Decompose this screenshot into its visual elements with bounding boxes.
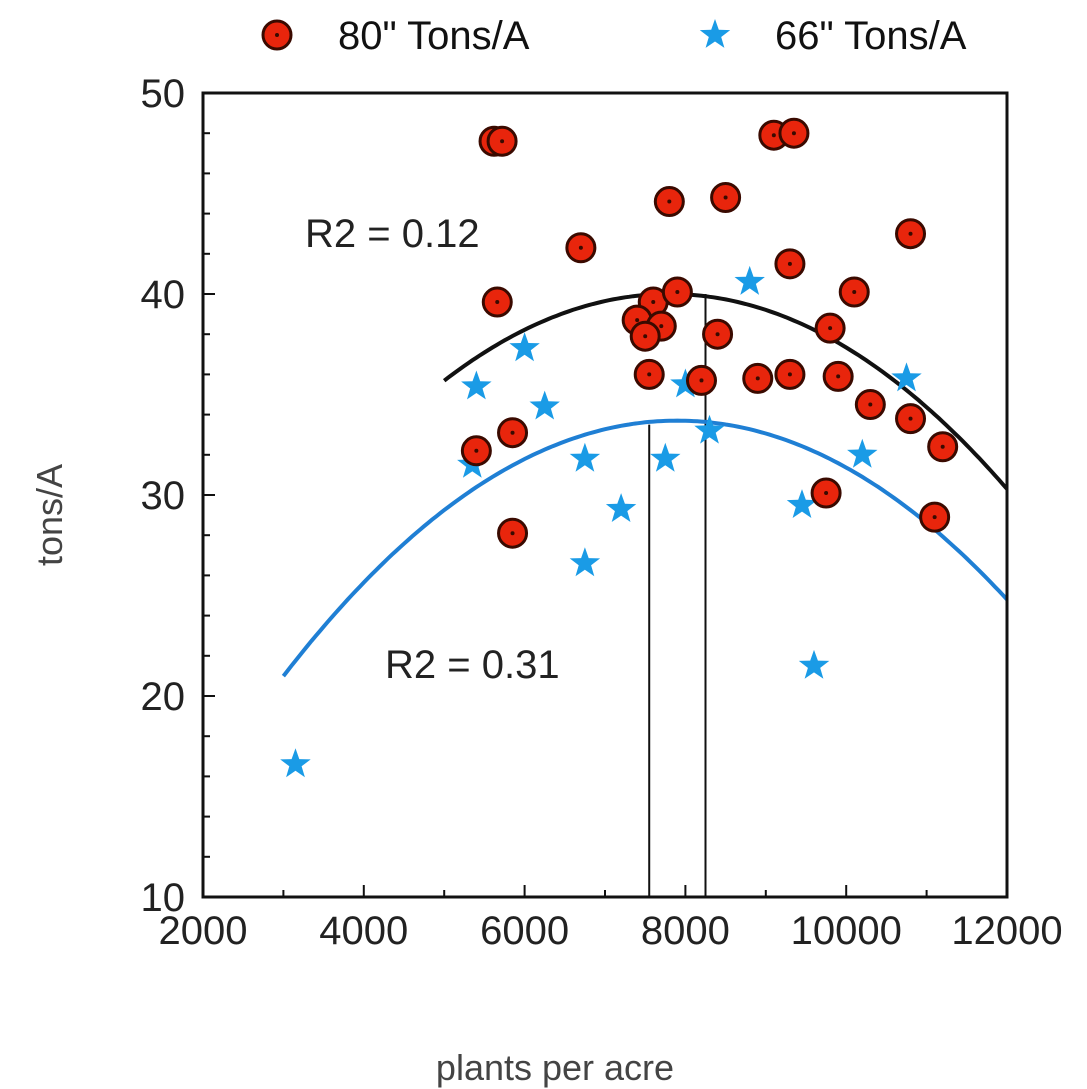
y-tick-label: 10 xyxy=(141,876,186,920)
point-80in xyxy=(774,248,806,280)
y-tick-label: 40 xyxy=(141,273,186,317)
point-80in xyxy=(486,125,518,157)
point-80in xyxy=(661,276,693,308)
point-66in xyxy=(694,414,725,444)
point-80in xyxy=(822,360,854,392)
point-66in xyxy=(529,390,560,420)
point-66in xyxy=(569,442,601,472)
point-80in xyxy=(497,417,529,449)
point-80in xyxy=(927,431,959,463)
point-66in xyxy=(461,370,492,400)
point-66in xyxy=(891,362,922,392)
legend-marker-66in xyxy=(699,19,731,48)
x-tick-label: 10000 xyxy=(791,909,902,953)
point-80in xyxy=(565,232,597,264)
point-66in xyxy=(280,748,311,778)
point-80in xyxy=(742,362,774,394)
point-66in xyxy=(670,368,701,398)
point-80in xyxy=(710,182,742,214)
trend-curve-66in xyxy=(281,418,1009,678)
point-80in xyxy=(778,117,810,149)
r2-annotations: R2 = 0.12 R2 = 0.31 xyxy=(305,212,560,687)
legend-label-80in: 80" Tons/A xyxy=(338,14,530,58)
y-tick-label: 50 xyxy=(141,72,186,116)
point-80in xyxy=(629,320,661,352)
point-80in xyxy=(653,186,685,218)
x-tick-label: 12000 xyxy=(951,909,1062,953)
data-points xyxy=(280,117,959,778)
y-tick-label: 20 xyxy=(141,675,186,719)
legend-label-66in: 66" Tons/A xyxy=(775,14,967,58)
point-80in xyxy=(774,358,806,390)
trend-curves xyxy=(281,292,1009,678)
x-tick-label: 8000 xyxy=(641,909,730,953)
r2-label-66in: R2 = 0.31 xyxy=(385,643,560,687)
y-tick-label: 30 xyxy=(141,474,186,518)
point-66in xyxy=(650,442,681,472)
legend: 80" Tons/A 66" Tons/A xyxy=(261,14,967,58)
point-66in xyxy=(509,332,540,362)
point-66in xyxy=(734,265,765,295)
axes: 10 20 30 40 50 2000 4000 6000 8000 10000 12000 plan… xyxy=(29,72,1063,1088)
point-66in xyxy=(798,649,830,679)
legend-marker-80in xyxy=(261,19,293,51)
point-66in xyxy=(605,493,637,522)
point-80in xyxy=(814,312,846,344)
point-80in xyxy=(497,517,529,549)
point-80in xyxy=(481,286,513,318)
point-80in xyxy=(919,501,951,533)
point-66in xyxy=(786,489,818,518)
point-80in xyxy=(838,276,870,308)
point-66in xyxy=(569,547,601,577)
x-tick-label: 4000 xyxy=(319,909,408,953)
trend-curve-80in xyxy=(442,292,1009,491)
point-80in xyxy=(685,364,717,396)
x-tick-label: 2000 xyxy=(159,909,248,953)
y-axis-title: tons/A xyxy=(29,464,70,566)
point-80in xyxy=(633,358,665,390)
point-80in xyxy=(810,477,842,509)
point-80in xyxy=(854,389,886,421)
x-tick-label: 6000 xyxy=(480,909,569,953)
x-axis-title: plants per acre xyxy=(436,1047,674,1088)
point-66in xyxy=(847,438,878,468)
point-80in xyxy=(895,218,927,250)
point-80in xyxy=(702,318,734,350)
r2-label-80in: R2 = 0.12 xyxy=(305,212,480,256)
point-80in xyxy=(895,403,927,435)
point-80in xyxy=(460,435,492,467)
